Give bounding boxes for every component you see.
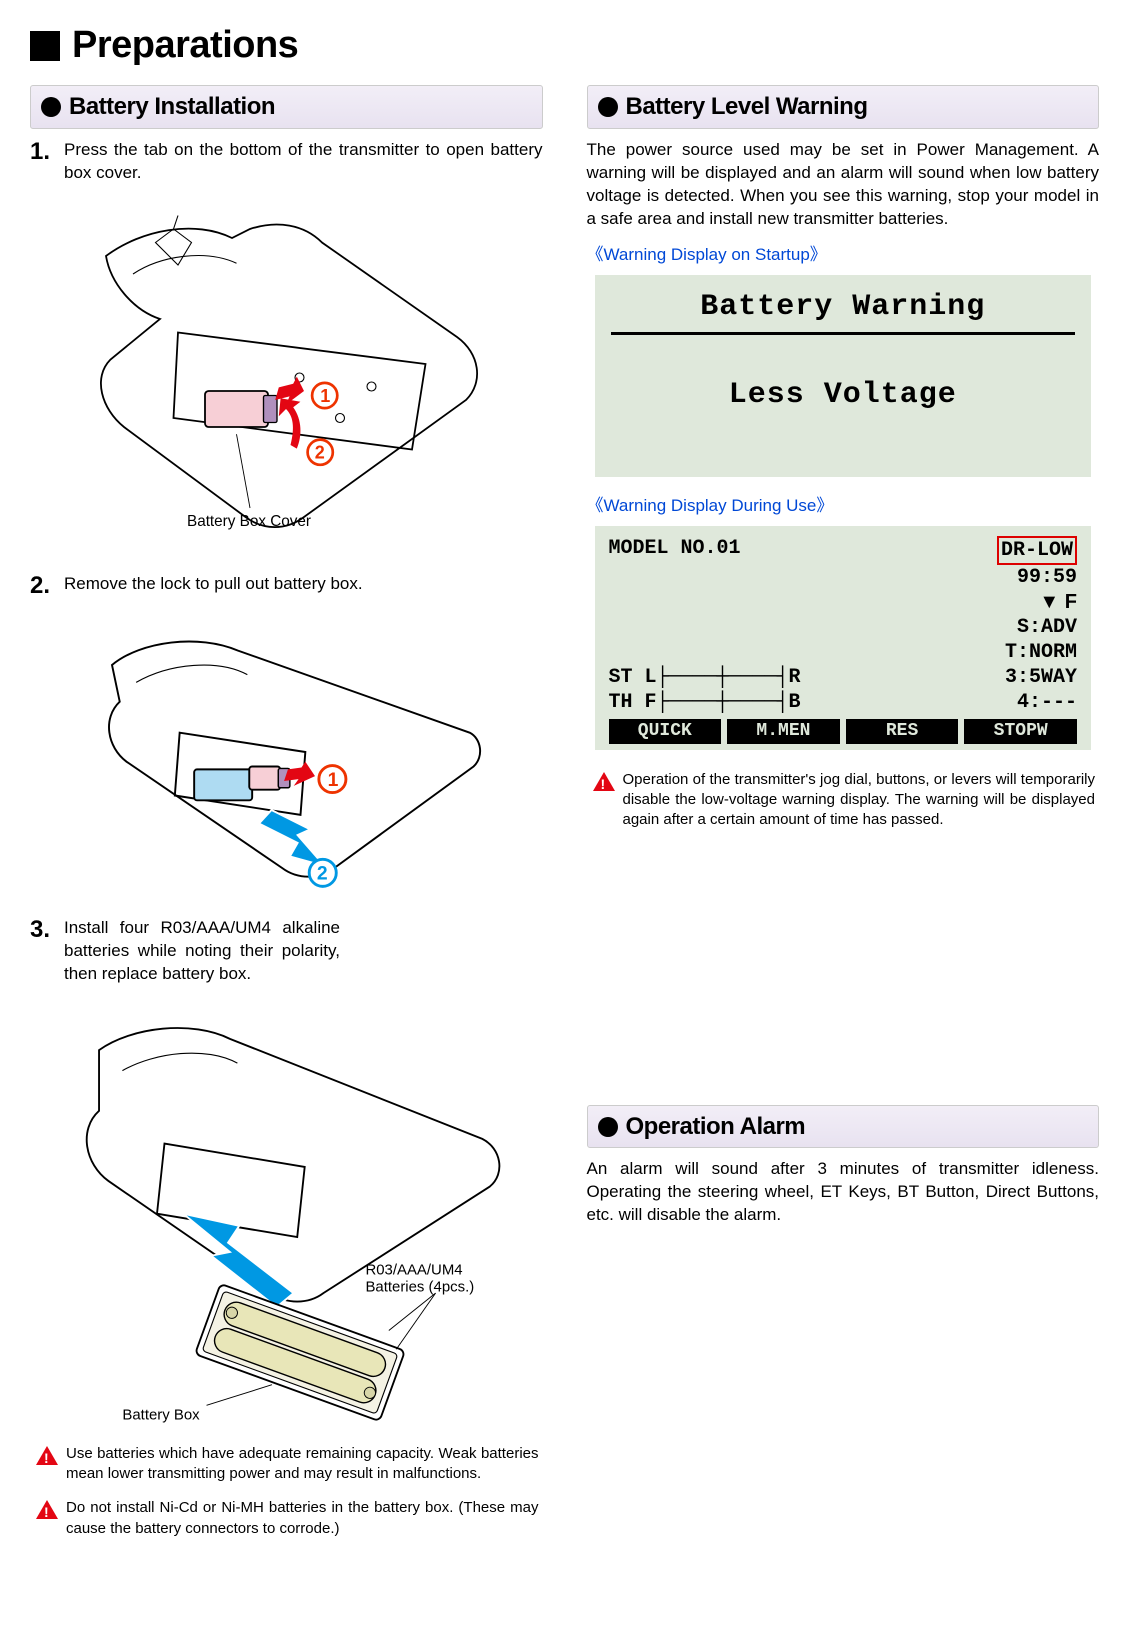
callout-2: 2 <box>315 442 325 462</box>
page-title-text: Preparations <box>72 20 298 71</box>
lcd-s: S:ADV <box>1017 615 1077 640</box>
warning-text: Operation of the transmitter's jog dial,… <box>623 770 1096 831</box>
lcd-t: T:NORM <box>1005 640 1077 665</box>
label-batteries-line1: R03/AAA/UM4 <box>366 1261 463 1278</box>
lcd-4: 4:--- <box>1017 690 1077 715</box>
lcd-body: Less Voltage <box>611 335 1076 466</box>
bullet-icon <box>598 97 618 117</box>
section-title: Battery Installation <box>69 91 275 123</box>
step-text: Remove the lock to pull out battery box. <box>64 573 363 599</box>
label-batteries-line2: Batteries (4pcs.) <box>366 1278 475 1295</box>
alert-icon <box>593 772 615 791</box>
antenna-icon: ▼ F <box>1039 590 1077 615</box>
alert-icon <box>36 1446 58 1465</box>
softkey-res: RES <box>846 719 959 744</box>
label-battery-box: Battery Box <box>123 1406 201 1423</box>
square-icon <box>30 31 60 61</box>
bullet-icon <box>598 1117 618 1137</box>
step-3: 3. Install four R03/AAA/UM4 alkaline bat… <box>30 917 340 986</box>
section-title: Operation Alarm <box>626 1111 806 1143</box>
lcd-st: ST L├────┼────┤R <box>609 665 801 690</box>
subheading-startup: 《Warning Display on Startup》 <box>587 244 1100 267</box>
section-operation-alarm: Operation Alarm <box>587 1105 1100 1148</box>
callout-2: 2 <box>317 864 328 885</box>
subheading-during-use: 《Warning Display During Use》 <box>587 495 1100 518</box>
intro-text: The power source used may be set in Powe… <box>587 139 1100 231</box>
diagram-remove-lock: 1 2 <box>30 607 543 897</box>
label-battery-box-cover: Battery Box Cover <box>187 513 311 530</box>
diagram-install-batteries: R03/AAA/UM4 Batteries (4pcs.) Battery Bo… <box>30 994 543 1424</box>
lcd-3: 3:5WAY <box>1005 665 1077 690</box>
section-title: Battery Level Warning <box>626 91 868 123</box>
step-1: 1. Press the tab on the bottom of the tr… <box>30 139 543 185</box>
lcd-in-use: MODEL NO.01 DR-LOW 99:59 ▼ F S:ADV T:NOR… <box>595 526 1092 750</box>
lcd-model: MODEL NO.01 <box>609 536 741 565</box>
step-text: Press the tab on the bottom of the trans… <box>64 139 543 185</box>
callout-1: 1 <box>320 385 330 405</box>
warning-nicad: Do not install Ni-Cd or Ni-MH batteries … <box>36 1498 539 1539</box>
step-text: Install four R03/AAA/UM4 alkaline batter… <box>64 917 340 986</box>
warning-text: Use batteries which have adequate remain… <box>66 1444 539 1485</box>
alert-icon <box>36 1500 58 1519</box>
step-2: 2. Remove the lock to pull out battery b… <box>30 573 543 599</box>
bullet-icon <box>41 97 61 117</box>
lcd-drlow: DR-LOW <box>997 536 1077 565</box>
lcd-time: 99:59 <box>1017 565 1077 590</box>
softkey-mmen: M.MEN <box>727 719 840 744</box>
warning-text: Do not install Ni-Cd or Ni-MH batteries … <box>66 1498 539 1539</box>
page-title: Preparations <box>30 20 1099 71</box>
lcd-th: TH F├────┼────┤B <box>609 690 801 715</box>
lcd-title: Battery Warning <box>611 287 1076 335</box>
operation-alarm-text: An alarm will sound after 3 minutes of t… <box>587 1158 1100 1227</box>
callout-1: 1 <box>328 770 339 791</box>
lcd-startup: Battery Warning Less Voltage <box>595 275 1092 477</box>
softkey-stopw: STOPW <box>964 719 1077 744</box>
softkey-quick: QUICK <box>609 719 722 744</box>
section-battery-installation: Battery Installation <box>30 85 543 128</box>
section-battery-warning: Battery Level Warning <box>587 85 1100 128</box>
warning-capacity: Use batteries which have adequate remain… <box>36 1444 539 1485</box>
diagram-battery-cover: 1 2 Battery Box Cover <box>30 193 543 553</box>
step-number: 2. <box>30 573 64 599</box>
step-number: 3. <box>30 917 64 986</box>
step-number: 1. <box>30 139 64 185</box>
warning-jogwheel: Operation of the transmitter's jog dial,… <box>593 770 1096 831</box>
